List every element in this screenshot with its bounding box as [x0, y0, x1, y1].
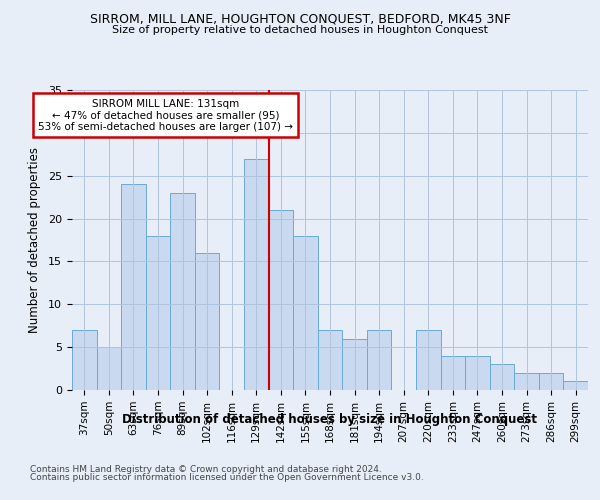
Text: SIRROM MILL LANE: 131sqm
← 47% of detached houses are smaller (95)
53% of semi-d: SIRROM MILL LANE: 131sqm ← 47% of detach… — [38, 98, 293, 132]
Text: Contains HM Land Registry data © Crown copyright and database right 2024.: Contains HM Land Registry data © Crown c… — [30, 465, 382, 474]
Bar — [416, 330, 440, 390]
Bar — [97, 347, 121, 390]
Bar — [514, 373, 539, 390]
Bar — [539, 373, 563, 390]
Bar — [490, 364, 514, 390]
Bar — [293, 236, 318, 390]
Bar — [440, 356, 465, 390]
Bar — [146, 236, 170, 390]
Bar — [342, 338, 367, 390]
Bar — [465, 356, 490, 390]
Bar — [563, 382, 588, 390]
Text: Contains public sector information licensed under the Open Government Licence v3: Contains public sector information licen… — [30, 472, 424, 482]
Bar — [195, 253, 220, 390]
Text: SIRROM, MILL LANE, HOUGHTON CONQUEST, BEDFORD, MK45 3NF: SIRROM, MILL LANE, HOUGHTON CONQUEST, BE… — [89, 12, 511, 26]
Text: Distribution of detached houses by size in Houghton Conquest: Distribution of detached houses by size … — [122, 412, 538, 426]
Bar — [170, 193, 195, 390]
Text: Size of property relative to detached houses in Houghton Conquest: Size of property relative to detached ho… — [112, 25, 488, 35]
Bar — [72, 330, 97, 390]
Bar — [367, 330, 391, 390]
Bar — [244, 158, 269, 390]
Bar — [269, 210, 293, 390]
Y-axis label: Number of detached properties: Number of detached properties — [28, 147, 41, 333]
Bar — [121, 184, 146, 390]
Bar — [318, 330, 342, 390]
